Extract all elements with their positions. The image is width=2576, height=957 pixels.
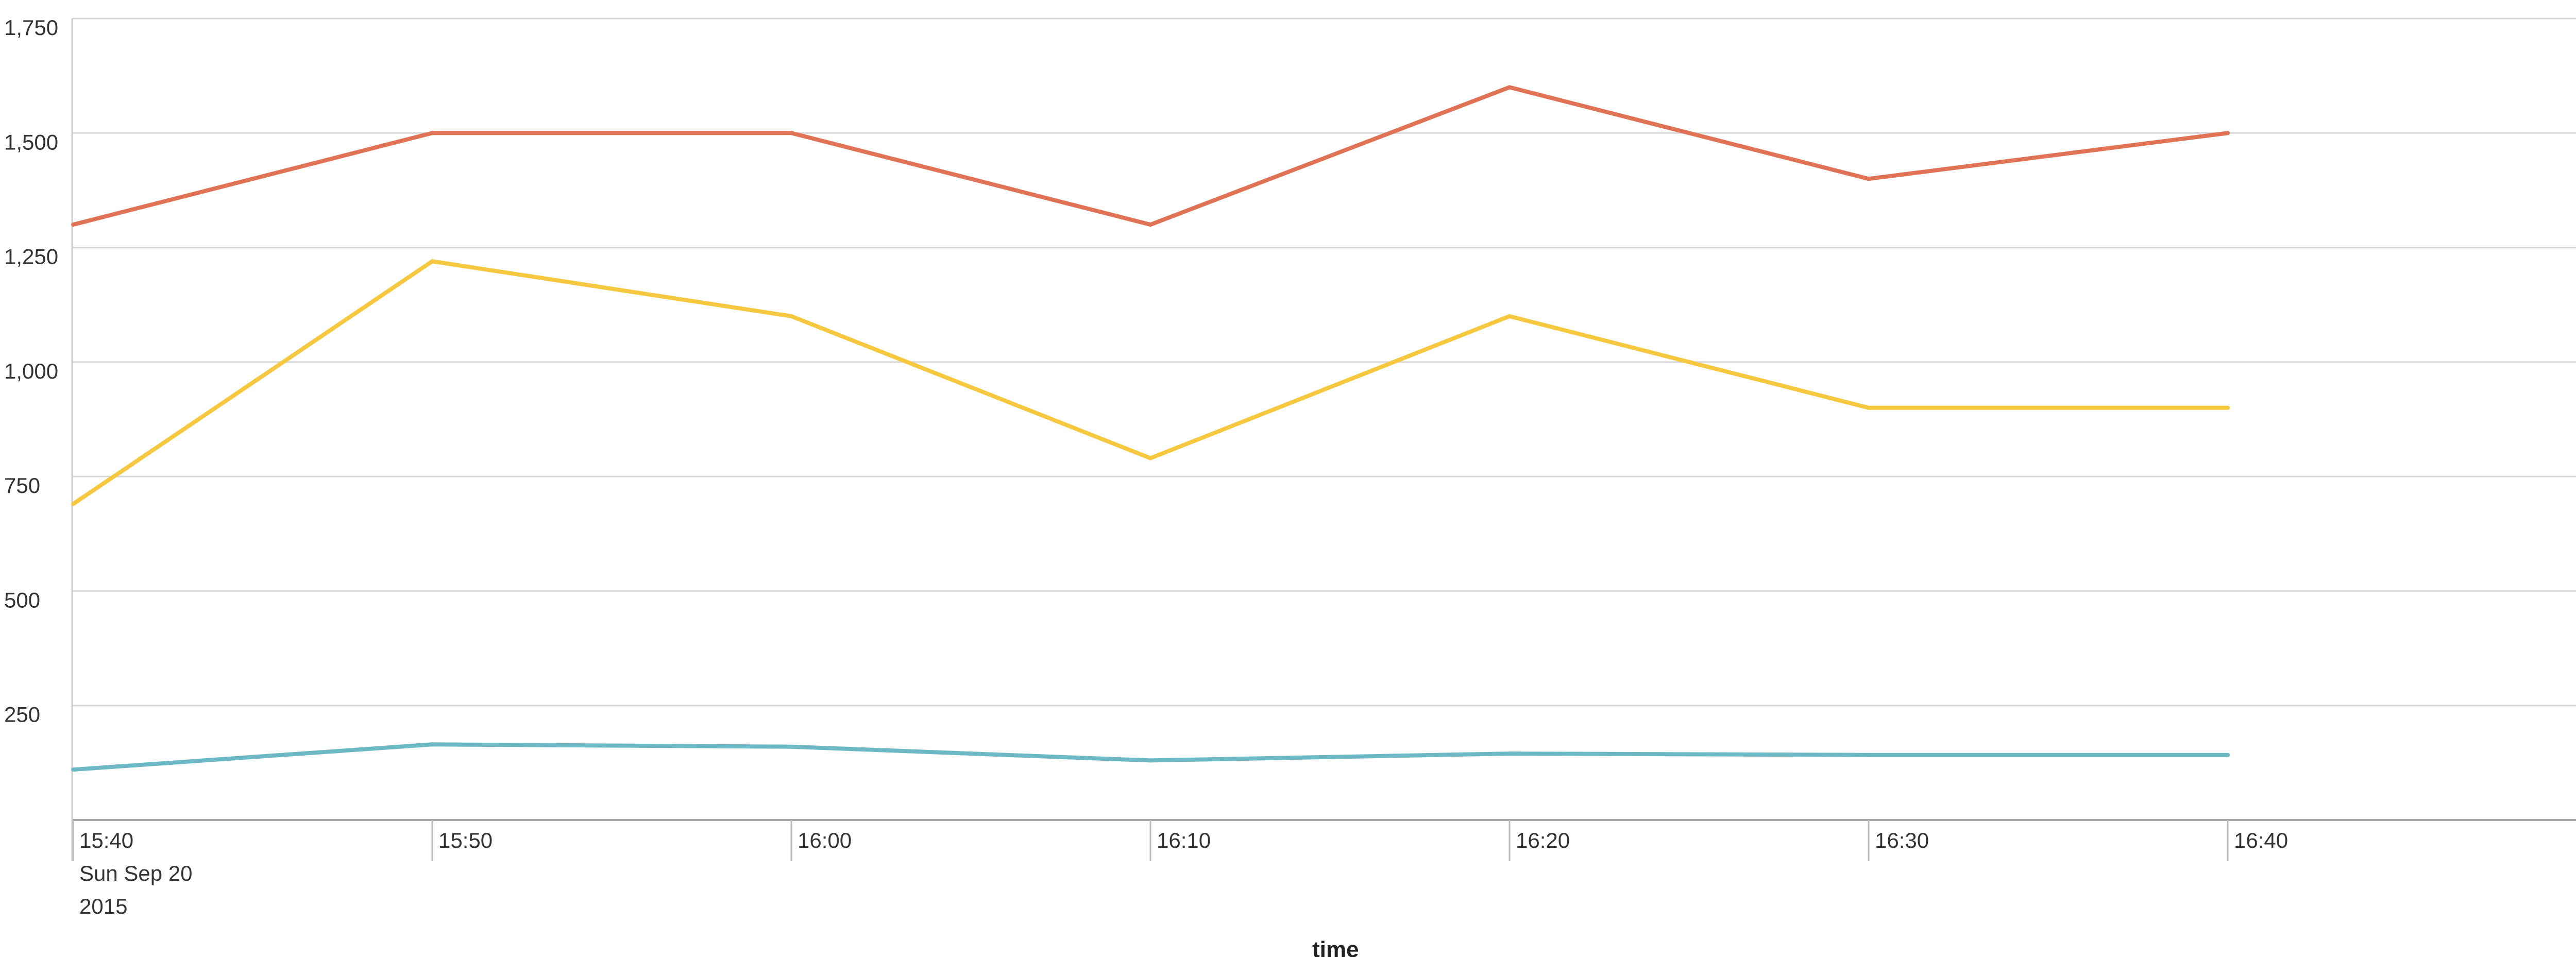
series-1-point bbox=[430, 131, 434, 135]
series-line-1 bbox=[73, 85, 2228, 227]
x-tick-label: 16:20 bbox=[1516, 828, 1570, 852]
series-3-point bbox=[1867, 753, 1871, 757]
tick-labels: 250 500 750 1,000 1,250 1,500 1,750 15:40 15:50 1… bbox=[4, 15, 2288, 918]
series-1-point bbox=[1867, 177, 1871, 181]
series-1-point bbox=[1148, 223, 1153, 227]
x-tick-label: 15:40 bbox=[79, 828, 133, 852]
series-1-point bbox=[71, 223, 75, 227]
y-tick-label: 1,250 bbox=[4, 245, 58, 269]
x-tick-label: 16:30 bbox=[1875, 828, 1929, 852]
series-2-point bbox=[71, 502, 75, 506]
series-1-point bbox=[2226, 131, 2230, 135]
series-lines bbox=[71, 85, 2230, 772]
series-3-point bbox=[789, 744, 793, 749]
series-line-2 bbox=[72, 259, 2228, 506]
x-axis-title: _time bbox=[1299, 937, 1359, 957]
y-tick-label: 1,750 bbox=[4, 15, 58, 40]
series-2-point bbox=[1507, 314, 1512, 318]
y-tick-label: 500 bbox=[4, 588, 40, 612]
series-1-point bbox=[789, 131, 793, 135]
x-tick-label: 16:10 bbox=[1157, 828, 1211, 852]
series-1-point bbox=[1507, 85, 1512, 90]
y-tick-label: 750 bbox=[4, 473, 40, 498]
series-2-point bbox=[1867, 405, 1871, 410]
x-tick-label: 16:40 bbox=[2234, 828, 2288, 852]
series-line-3 bbox=[73, 742, 2228, 772]
series-2-point bbox=[430, 259, 434, 264]
series-3-point bbox=[430, 742, 434, 747]
x-date-label: 2015 bbox=[79, 894, 127, 918]
series-3-point bbox=[1507, 751, 1512, 756]
series-2-point bbox=[789, 314, 793, 318]
y-tick-label: 1,000 bbox=[4, 359, 58, 383]
series-3-point bbox=[2226, 753, 2230, 757]
axes bbox=[71, 19, 2576, 861]
x-tick-label: 16:00 bbox=[798, 828, 852, 852]
series-3-point bbox=[71, 767, 75, 772]
x-date-label: Sun Sep 20 bbox=[79, 861, 193, 885]
series-3-point bbox=[1148, 758, 1153, 763]
series-2-point bbox=[1148, 456, 1153, 460]
gridlines bbox=[72, 18, 2576, 707]
y-tick-label: 1,500 bbox=[4, 130, 58, 154]
x-tick-label: 15:50 bbox=[438, 828, 493, 852]
series-2-point bbox=[2226, 405, 2230, 410]
y-tick-label: 250 bbox=[4, 703, 40, 727]
